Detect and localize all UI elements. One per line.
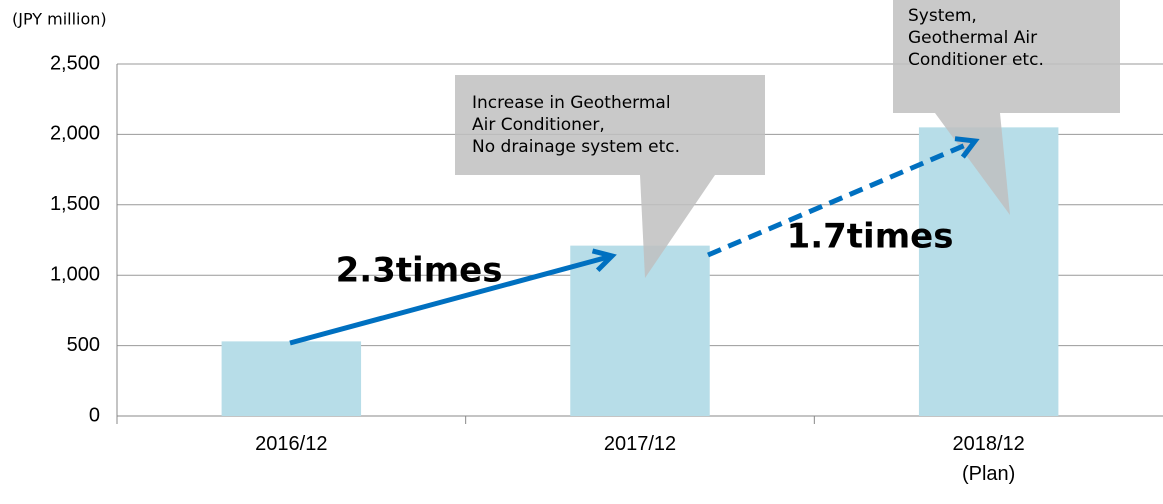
unit-label: (JPY million) bbox=[12, 10, 107, 29]
bar bbox=[221, 341, 362, 416]
bar bbox=[570, 245, 710, 416]
x-tick-label: 2017/12 bbox=[603, 433, 677, 455]
y-tick-label: 500 bbox=[67, 334, 100, 356]
arrow bbox=[707, 136, 980, 258]
y-tick-label: 1,000 bbox=[50, 263, 100, 285]
y-tick-label: 2,500 bbox=[50, 52, 100, 74]
x-tick-label: 2018/12 (Plan) bbox=[952, 433, 1025, 485]
x-tick-label: 2016/12 bbox=[255, 433, 328, 455]
annotation: 2.3times bbox=[336, 251, 503, 291]
annotation: 1.7times bbox=[787, 217, 954, 257]
callout-text: Power Generation System, Geothermal Air … bbox=[908, 0, 1060, 70]
y-tick-label: 0 bbox=[89, 404, 100, 426]
y-tick-label: 1,500 bbox=[50, 193, 100, 215]
y-tick-label: 2,000 bbox=[50, 123, 100, 145]
callout bbox=[455, 0, 1120, 278]
callout-text: Increase in Geothermal Air Conditioner, … bbox=[472, 93, 681, 157]
arrow bbox=[289, 248, 617, 346]
